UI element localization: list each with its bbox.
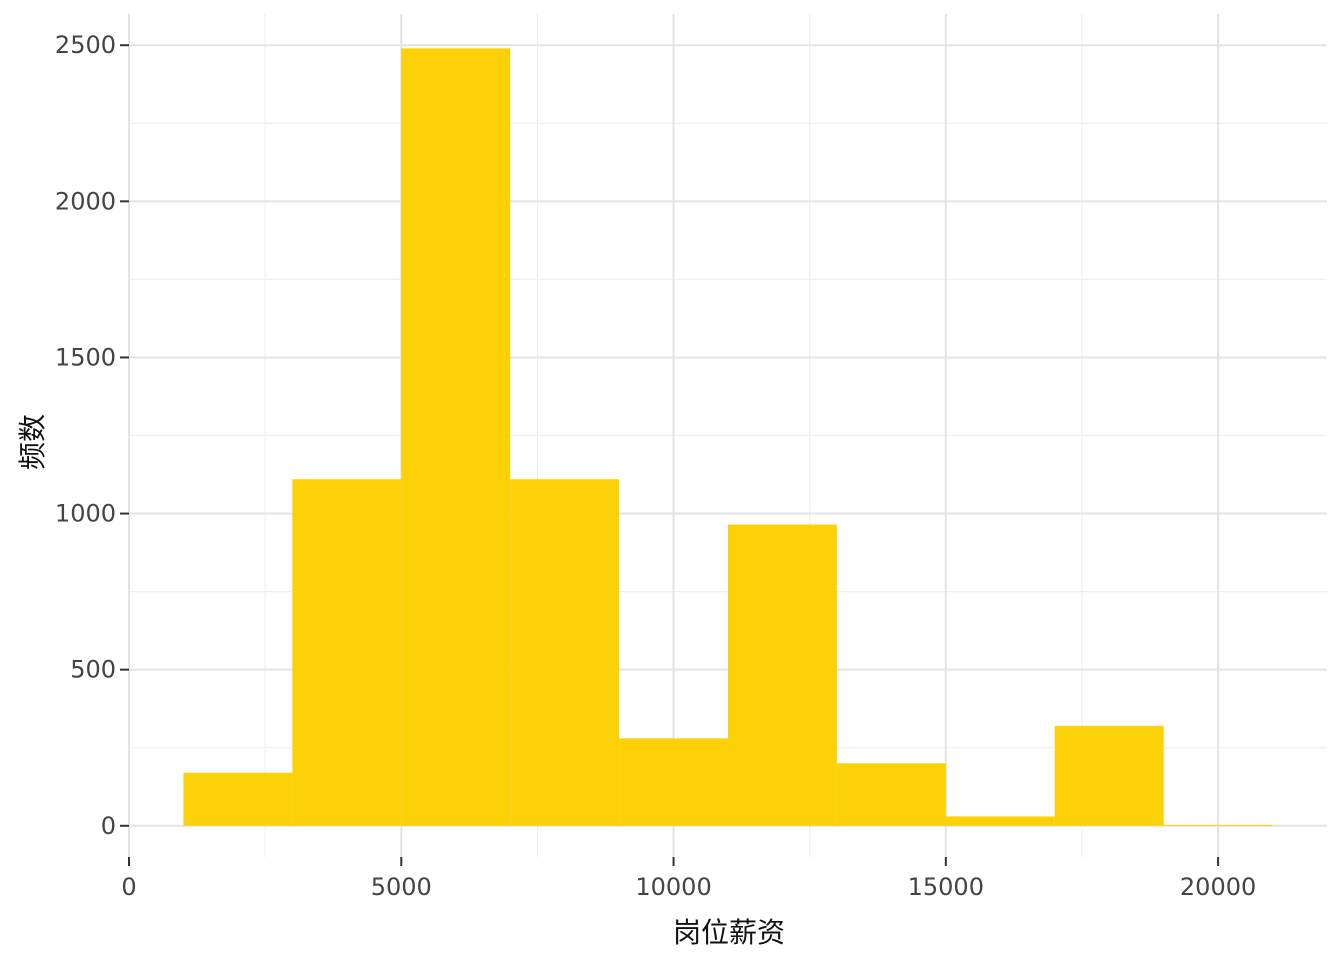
histogram-bar-4 — [510, 479, 620, 826]
x-axis-title: 岗位薪资 — [673, 916, 785, 949]
histogram-bar-3 — [401, 48, 511, 826]
x-tick-label: 5000 — [371, 873, 432, 901]
bar-layer — [183, 48, 1273, 826]
histogram-bar-10 — [1163, 824, 1273, 826]
histogram-bar-9 — [1054, 725, 1164, 826]
x-tick-label: 0 — [121, 873, 136, 901]
histogram-bar-2 — [292, 479, 402, 826]
x-tick-label: 10000 — [635, 873, 711, 901]
histogram-bar-1 — [183, 772, 293, 826]
y-axis-title: 频数 — [16, 414, 49, 470]
histogram-bar-7 — [836, 763, 946, 826]
y-tick-label: 500 — [70, 656, 116, 684]
histogram-bar-5 — [619, 738, 728, 826]
x-tick-label: 20000 — [1180, 873, 1256, 901]
y-tick-label: 2500 — [55, 31, 116, 59]
axis-layer: 0 5000 10000 15000 20000 0 500 1000 1500 2000 2500 — [55, 31, 1256, 901]
x-tick-label: 15000 — [908, 873, 984, 901]
y-tick-label: 1000 — [55, 500, 116, 528]
y-tick-label: 0 — [101, 812, 116, 840]
y-tick-label: 2000 — [55, 187, 116, 215]
histogram-bar-6 — [728, 524, 837, 826]
histogram-bar-8 — [945, 816, 1055, 826]
y-tick-label: 1500 — [55, 343, 116, 371]
